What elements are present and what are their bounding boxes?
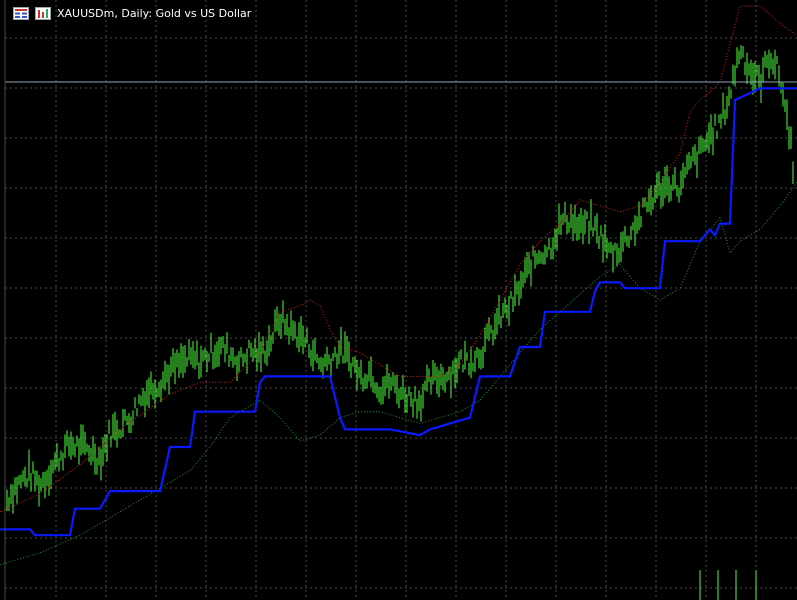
chart-title: XAUUSDm, Daily: Gold vs US Dollar <box>57 7 251 20</box>
lower-band-line <box>0 182 797 566</box>
chart-title-bar: XAUUSDm, Daily: Gold vs US Dollar <box>13 5 251 21</box>
main-indicator-line <box>0 87 797 537</box>
bar-chart-icon[interactable] <box>35 6 51 20</box>
symbol-name: XAUUSDm <box>57 6 115 20</box>
timeframe-label: Daily <box>121 6 149 20</box>
chart-list-icon[interactable] <box>13 6 29 20</box>
grid <box>5 0 797 600</box>
title-colon: : <box>148 6 153 20</box>
title-separator: , <box>114 6 118 20</box>
indicators <box>0 5 797 566</box>
symbol-description: Gold vs US Dollar <box>155 6 252 20</box>
candles <box>6 45 794 600</box>
